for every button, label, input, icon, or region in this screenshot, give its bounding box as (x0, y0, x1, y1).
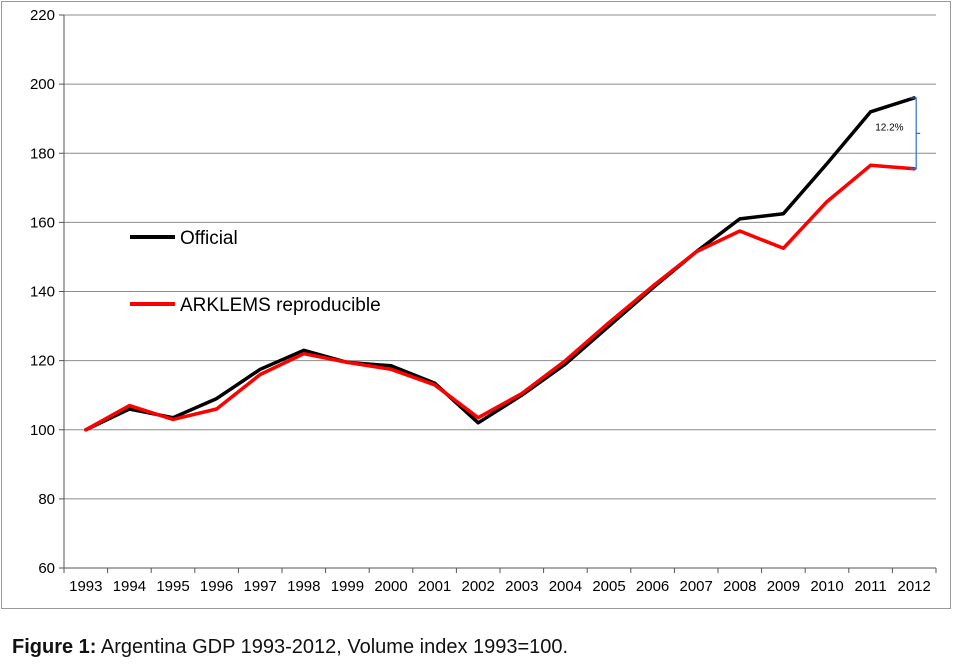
x-tick-label-1996: 1996 (200, 578, 233, 595)
x-tick-label-2000: 2000 (374, 578, 407, 595)
x-tick-label-2009: 2009 (767, 578, 800, 595)
series-lines (84, 96, 916, 432)
x-tick-label-2002: 2002 (462, 578, 495, 595)
legend-label-official: Official (180, 228, 238, 249)
x-tick-label-2004: 2004 (549, 578, 582, 595)
x-tick-label-2001: 2001 (418, 578, 451, 595)
x-tick-label-2008: 2008 (723, 578, 756, 595)
y-tick-label-140: 140 (30, 284, 55, 301)
legend: Official ARKLEMS reproducible (130, 228, 381, 316)
x-tick-label-2010: 2010 (810, 578, 843, 595)
y-tick-label-100: 100 (30, 422, 55, 439)
series-line-official (84, 96, 916, 432)
y-tick-label-60: 60 (38, 560, 55, 577)
x-tick-labels: 1993 1994 1995 1996 1997 1998 1999 2000 2001 2002… (69, 578, 931, 595)
y-tick-label-220: 220 (30, 7, 55, 24)
caption-label: Figure 1: (12, 636, 97, 658)
figure-caption: Figure 1: Argentina GDP 1993-2012, Volum… (12, 636, 568, 659)
x-tick-label-2003: 2003 (505, 578, 538, 595)
series-line-arklems-reproducible (84, 163, 916, 432)
y-tick-label-180: 180 (30, 145, 55, 162)
x-tick-label-1997: 1997 (244, 578, 277, 595)
y-tick-label-120: 120 (30, 353, 55, 370)
caption-text: Argentina GDP 1993-2012, Volume index 19… (96, 636, 569, 658)
gap-annotation: 12.2% (875, 97, 921, 170)
gridlines (64, 14, 936, 500)
x-tick-label-1995: 1995 (156, 578, 189, 595)
y-tick-label-200: 200 (30, 76, 55, 93)
axes (59, 14, 937, 573)
legend-label-arklems: ARKLEMS reproducible (180, 295, 381, 316)
gap-annotation-label: 12.2% (875, 122, 903, 133)
x-tick-label-2006: 2006 (636, 578, 669, 595)
x-tick-label-1998: 1998 (287, 578, 320, 595)
y-tick-label-80: 80 (38, 491, 55, 508)
y-tick-labels: 60 80 100 120 140 160 180 200 220 (30, 7, 55, 577)
gap-bracket (910, 97, 921, 170)
x-tick-label-2007: 2007 (680, 578, 713, 595)
x-tick-label-2011: 2011 (854, 578, 886, 595)
x-tick-label-1999: 1999 (331, 578, 364, 595)
x-tick-label-1994: 1994 (113, 578, 146, 595)
x-tick-label-2005: 2005 (592, 578, 625, 595)
x-tick-label-1993: 1993 (69, 578, 102, 595)
y-tick-label-160: 160 (30, 214, 55, 231)
x-tick-label-2012: 2012 (898, 578, 931, 595)
